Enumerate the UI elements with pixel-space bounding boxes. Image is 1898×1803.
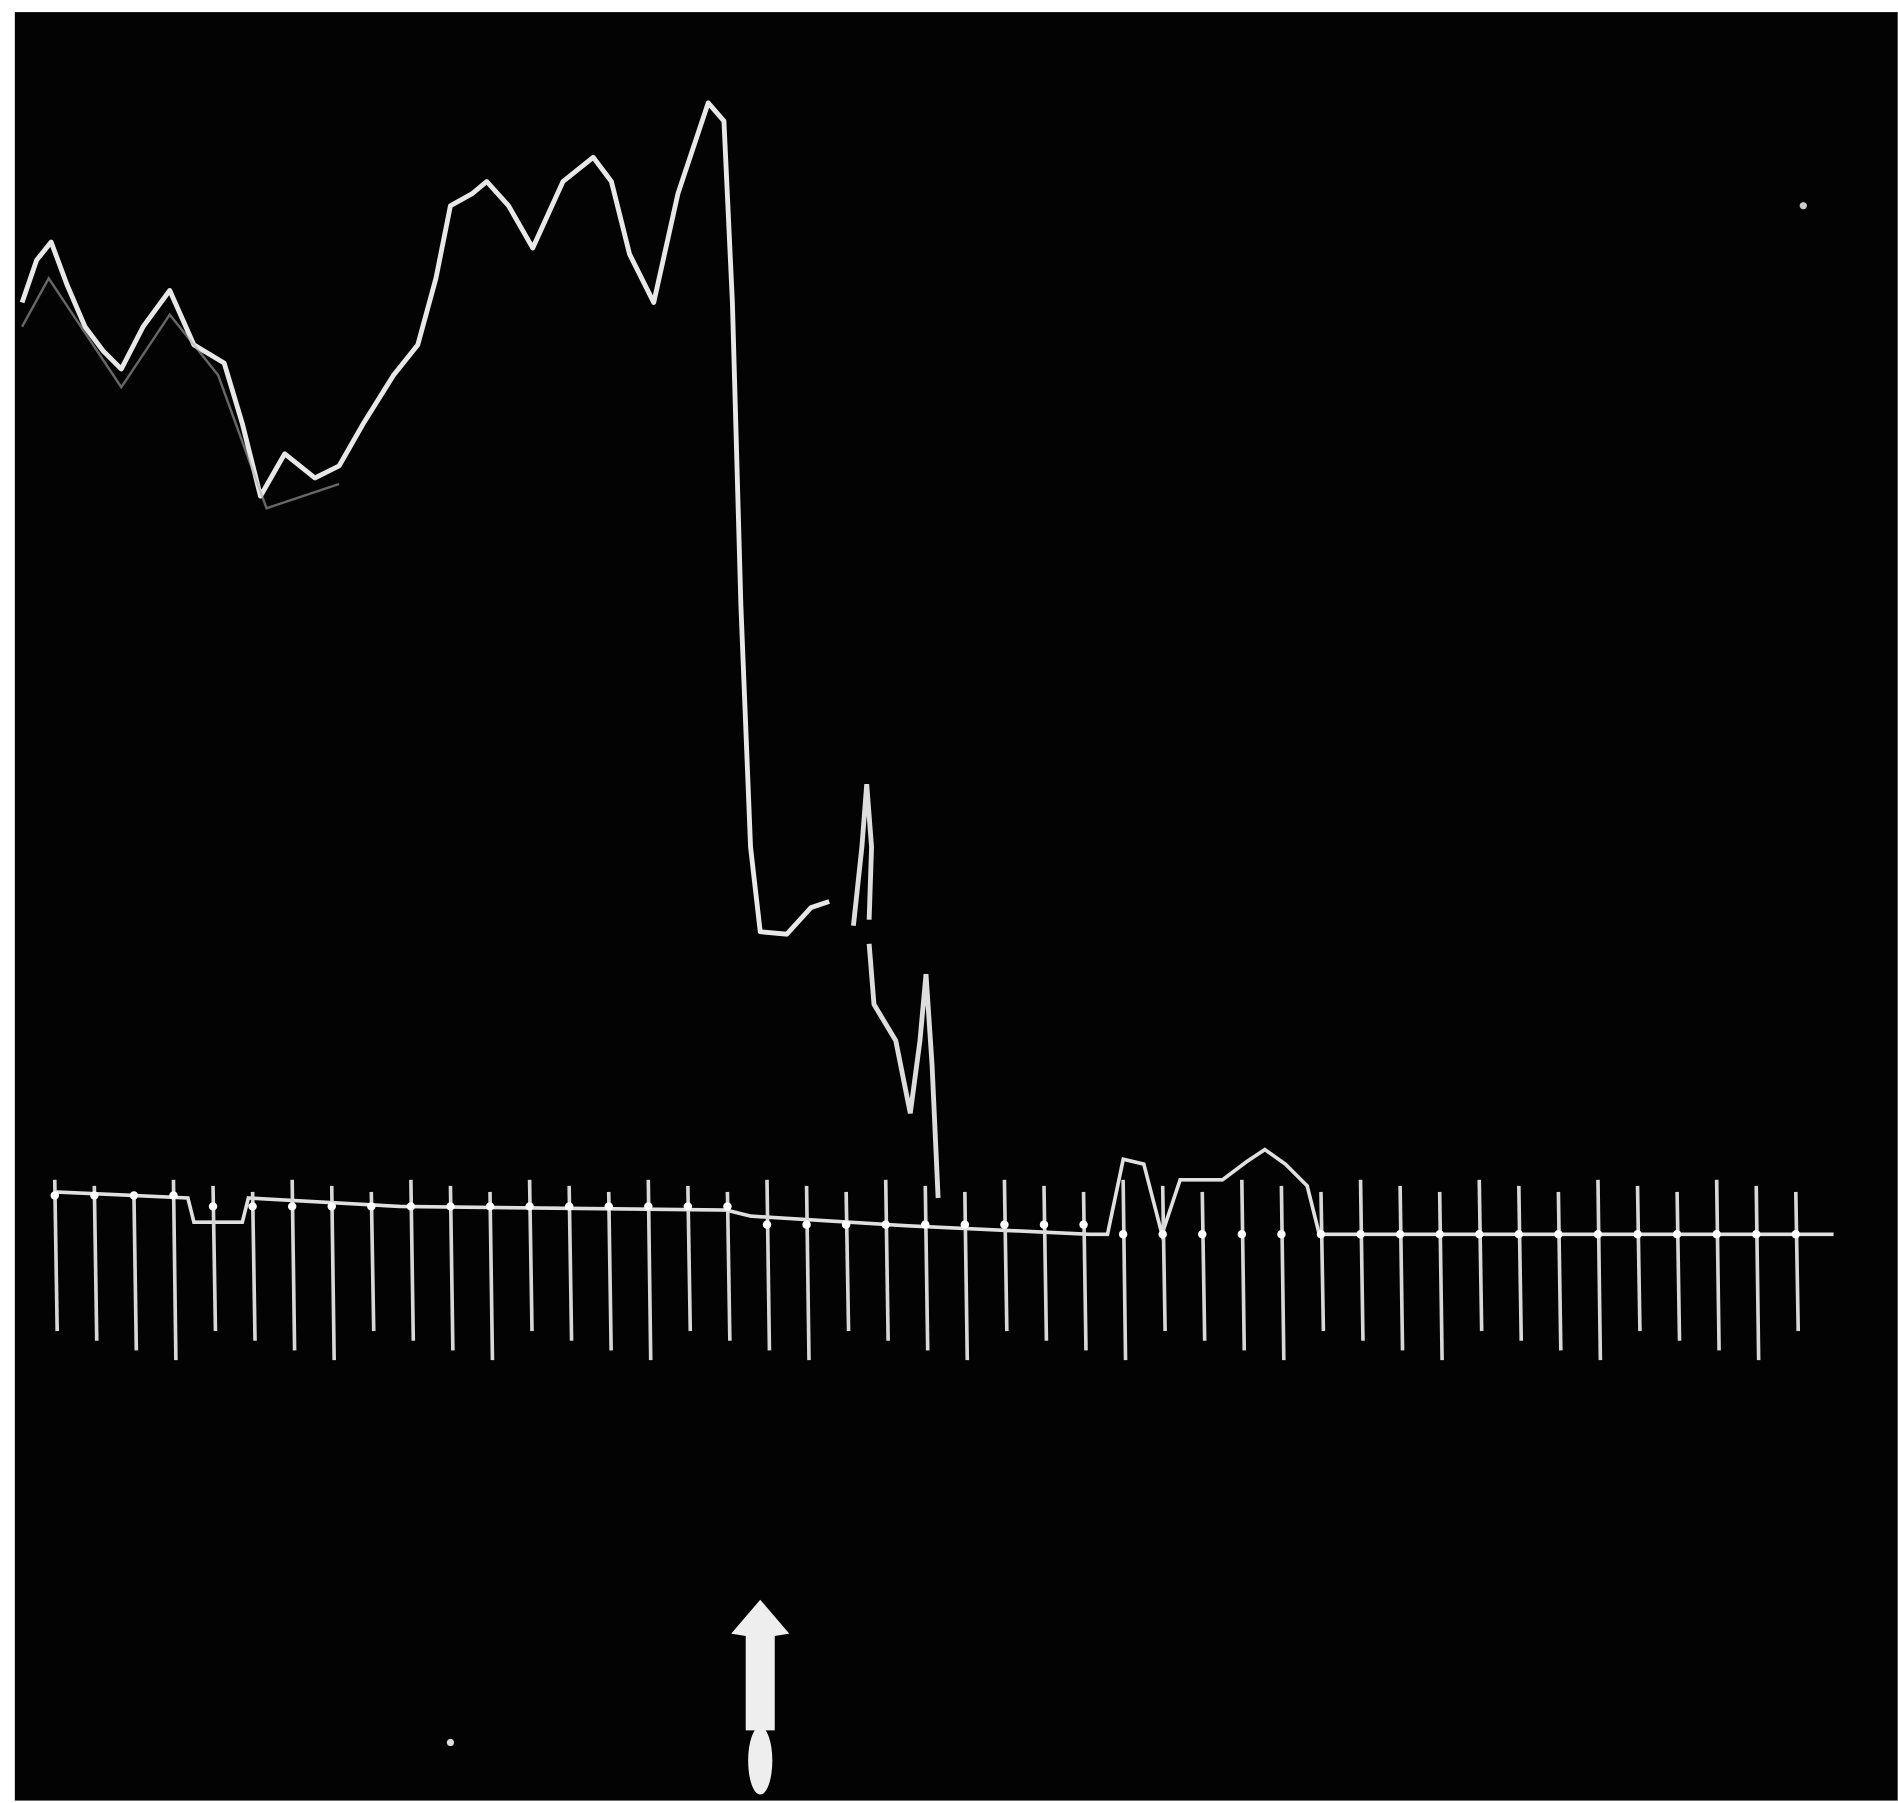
dust [1800, 202, 1807, 209]
pulse [767, 1180, 769, 1351]
pulse [1558, 1192, 1560, 1351]
pulse-dot [1238, 1230, 1246, 1238]
pulse-dot [367, 1202, 375, 1210]
pulse-dot [169, 1191, 177, 1199]
pulse [1479, 1180, 1481, 1331]
pulse-dot [328, 1202, 336, 1210]
pulse [1123, 1180, 1125, 1360]
pulse [1242, 1180, 1244, 1351]
pulse [609, 1192, 611, 1351]
pulse [1281, 1186, 1283, 1360]
pulse [55, 1180, 57, 1331]
pulse-dot [881, 1220, 889, 1228]
pulse-dot [1515, 1230, 1523, 1238]
pulse-dot [446, 1202, 454, 1210]
pulse-dot [1277, 1230, 1285, 1238]
pulse [1202, 1192, 1204, 1341]
pulse [1163, 1186, 1165, 1331]
pulse [371, 1192, 373, 1331]
pulse-dot [842, 1220, 850, 1228]
page: (() => { const svg = document.getElement… [0, 0, 1898, 1803]
pulse-dot [1435, 1230, 1443, 1238]
pulse [1084, 1192, 1086, 1351]
oscilloscope-photo [0, 0, 1898, 1803]
pulse [1796, 1192, 1798, 1331]
pulse [134, 1192, 136, 1351]
arrow-tail [748, 1727, 772, 1795]
pulse-dot [1198, 1230, 1206, 1238]
pulse-dot [486, 1202, 494, 1210]
pulse [253, 1192, 255, 1341]
pulse [1756, 1186, 1758, 1360]
pulse-dot [604, 1202, 612, 1210]
pulse-dot [921, 1220, 929, 1228]
pulse-dot [1000, 1220, 1008, 1228]
pulse-dot [1673, 1230, 1681, 1238]
pulse-dot [1040, 1220, 1048, 1228]
pulse-dot [1356, 1230, 1364, 1238]
pulse-dot [288, 1202, 296, 1210]
screen [15, 12, 1898, 1800]
pulse [1519, 1186, 1521, 1341]
pulse-dot [961, 1220, 969, 1228]
pulse [1321, 1192, 1323, 1331]
pulse [94, 1186, 96, 1341]
pulse [807, 1186, 809, 1360]
pulse-dot [684, 1202, 692, 1210]
pulse-dot [1633, 1230, 1641, 1238]
pulse-dot [644, 1202, 652, 1210]
pulse-dot [1475, 1230, 1483, 1238]
pulse [1004, 1180, 1006, 1331]
pulse-dot [130, 1191, 138, 1199]
pulse-dot [1158, 1230, 1166, 1238]
pulse [965, 1192, 967, 1360]
pulse-dot [525, 1202, 533, 1210]
pulse [1717, 1180, 1719, 1351]
pulse [886, 1180, 888, 1341]
pulse [1440, 1192, 1442, 1360]
pulse [1361, 1180, 1363, 1341]
pulse-dot [763, 1220, 771, 1228]
pulse-dot [802, 1220, 810, 1228]
pulse-dot [565, 1202, 573, 1210]
pulse-dot [723, 1202, 731, 1210]
pulse-dot [1594, 1230, 1602, 1238]
pulse-dot [1317, 1230, 1325, 1238]
pulse [490, 1192, 492, 1360]
pulse-dot [1396, 1230, 1404, 1238]
pulse-dot [1079, 1220, 1087, 1228]
pulse-dot [407, 1202, 415, 1210]
pulse [173, 1180, 175, 1360]
pulse [1400, 1186, 1402, 1351]
pulse-dot [1712, 1230, 1720, 1238]
pulse [846, 1192, 848, 1331]
pulse [1598, 1180, 1600, 1360]
pulse-dot [1792, 1230, 1800, 1238]
pulse-dot [51, 1191, 59, 1199]
pulse [925, 1186, 927, 1351]
pulse-dot [248, 1202, 256, 1210]
pulse [1677, 1192, 1679, 1341]
pulse [1044, 1186, 1046, 1341]
pulse-dot [1119, 1230, 1127, 1238]
pulse-dot [209, 1202, 217, 1210]
pulse-dot [90, 1191, 98, 1199]
pulse [1638, 1186, 1640, 1331]
pulse [727, 1192, 729, 1341]
dust [447, 1739, 454, 1746]
pulse [332, 1186, 334, 1360]
pulse-dot [1752, 1230, 1760, 1238]
pulse-dot [1554, 1230, 1562, 1238]
